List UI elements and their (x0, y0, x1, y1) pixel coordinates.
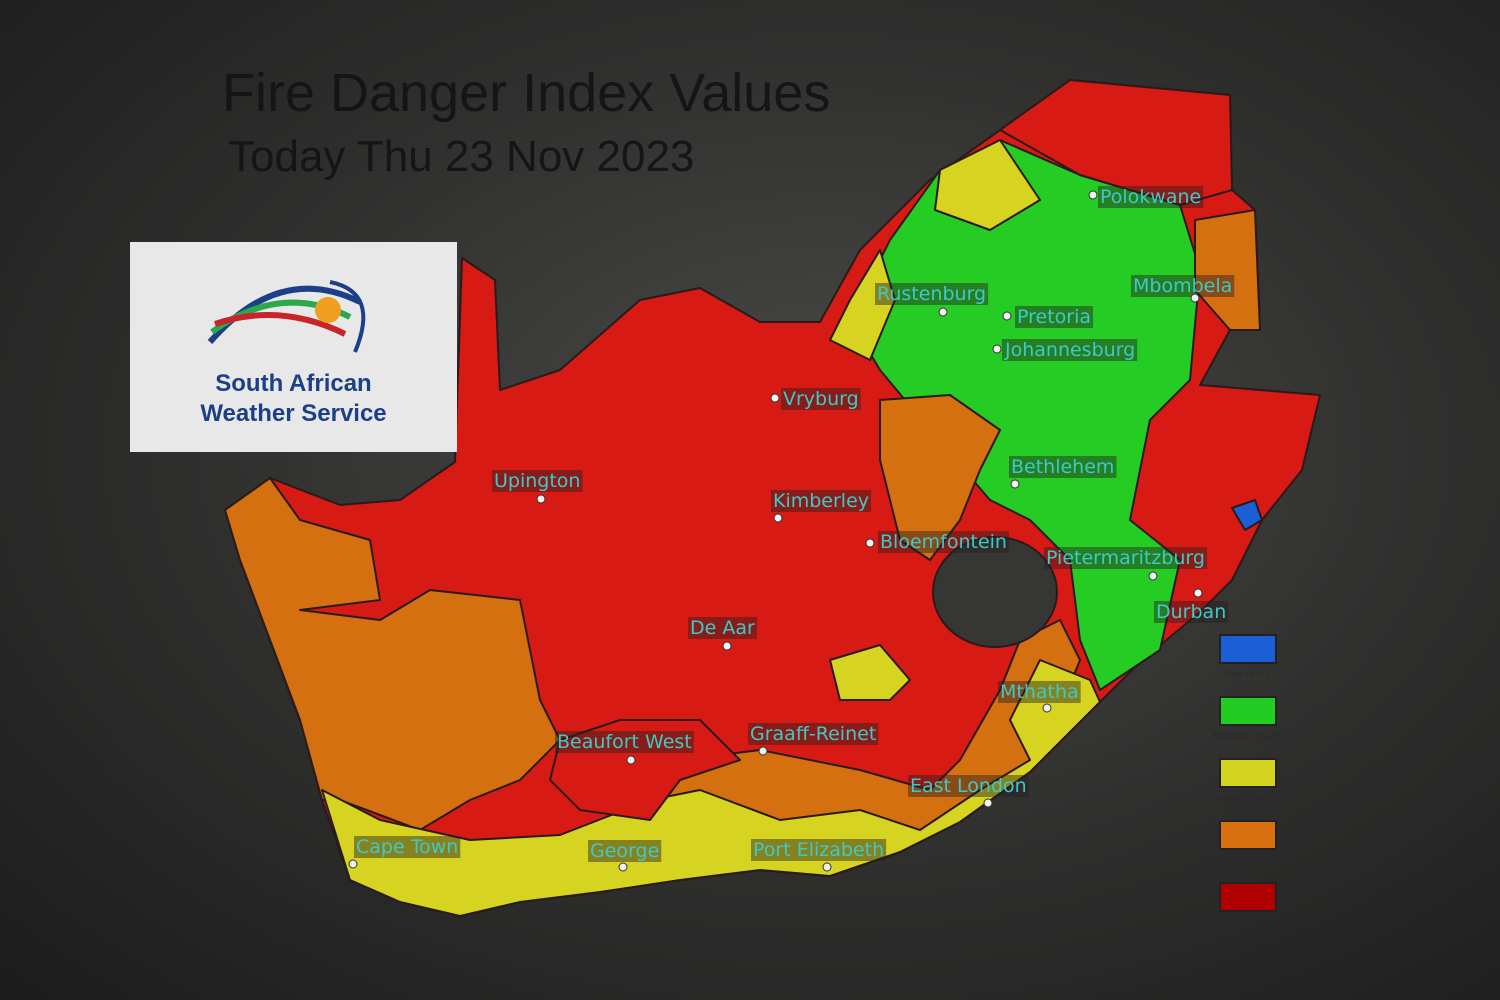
logo: South African Weather Service (130, 242, 457, 452)
legend: Safe (0-20) Moderate (21-45) Dangerous (46… (1186, 634, 1310, 927)
city-dot (348, 859, 358, 869)
city-dot (758, 746, 768, 756)
region-yellow-central (829, 644, 911, 701)
city-label-bg (875, 283, 989, 305)
city-dot (618, 862, 628, 872)
city-label-bg (354, 836, 461, 858)
city-dot (1010, 479, 1020, 489)
legend-label: Extremely Dangerous (76-100) (1186, 918, 1310, 927)
city-label-bg (781, 388, 861, 410)
legend-label: Very Dangerous (61-75) (1200, 856, 1296, 865)
city-label-bg (1009, 456, 1117, 478)
region-red-south (549, 719, 741, 821)
city-label-bg (492, 470, 583, 492)
lesotho (932, 536, 1058, 648)
city-label: Vryburg (783, 388, 859, 410)
region-orange-interior (879, 394, 1001, 561)
city-label: Pretoria (1017, 306, 1091, 328)
region-red-north (999, 79, 1233, 206)
legend-swatch (1219, 758, 1277, 788)
city-dot (865, 538, 875, 548)
legend-label: Dangerous (46-60) (1210, 794, 1285, 803)
city-label-bg (998, 681, 1081, 703)
legend-label: Safe (0-20) (1226, 670, 1271, 679)
title: Fire Danger Index Values (222, 63, 831, 123)
city-dot (822, 862, 832, 872)
city-label-bg (1044, 547, 1207, 569)
city-label-bg (1098, 186, 1204, 208)
city-label: Cape Town (356, 836, 458, 858)
city-label-bg (555, 731, 694, 753)
region-orange-west (224, 477, 561, 831)
city-dot (536, 494, 546, 504)
city-label: Rustenburg (877, 283, 986, 305)
city-dot (1088, 190, 1098, 200)
legend-swatch (1219, 820, 1277, 850)
city-dot (1148, 571, 1158, 581)
city-label: Mthatha (1000, 681, 1079, 703)
city-label-bg (688, 617, 757, 639)
logo-line: Weather Service (200, 400, 387, 427)
city-label: Pietermaritzburg (1046, 547, 1205, 569)
city-label: De Aar (690, 617, 755, 639)
city-label: Kimberley (773, 490, 869, 512)
city-label: George (590, 840, 659, 862)
city-label: Bethlehem (1011, 456, 1114, 478)
city-label: Bloemfontein (880, 531, 1007, 553)
city-label-bg (748, 723, 879, 745)
city-label-bg (771, 490, 872, 512)
city-label: Graaff-Reinet (750, 723, 876, 745)
logo-emblem (207, 280, 366, 353)
city-label-bg (908, 775, 1029, 797)
city-label: Upington (494, 470, 580, 492)
city-label: Port Elizabeth (753, 839, 884, 861)
city-label: Beaufort West (557, 731, 692, 753)
city-dot (938, 307, 948, 317)
legend-swatch (1219, 696, 1277, 726)
city-dot (1190, 293, 1200, 303)
city-label: Johannesburg (1004, 339, 1135, 361)
city-label: East London (910, 775, 1027, 797)
legend-swatch (1219, 882, 1277, 912)
city-label-bg (1154, 601, 1229, 623)
city-label-bg (878, 531, 1009, 553)
region-orange-east (1194, 209, 1261, 331)
subtitle: Today Thu 23 Nov 2023 (228, 132, 695, 181)
city-dot (1042, 703, 1052, 713)
legend-label: Moderate (21-45) (1213, 732, 1283, 741)
city-label: Durban (1156, 601, 1226, 623)
city-dot (1193, 588, 1203, 598)
city-label: Mbombela (1133, 275, 1232, 297)
city-dot (983, 798, 993, 808)
city-dot (626, 755, 636, 765)
region-blue-coast (1231, 499, 1263, 531)
city-dot (773, 513, 783, 523)
city-label: Polokwane (1100, 186, 1201, 208)
city-dot (770, 393, 780, 403)
region-yellow-northwest (829, 249, 896, 361)
city-dot (992, 344, 1002, 354)
city-label-bg (1002, 339, 1138, 361)
city-label-bg (588, 840, 662, 862)
city-label-bg (1015, 306, 1094, 328)
city-label-bg (751, 839, 887, 861)
city-labels: Polokwane Mbombela Rustenburg Pretoria Johan… (348, 186, 1235, 872)
region-yellow-north (934, 139, 1041, 231)
legend-swatch (1219, 634, 1277, 664)
city-label-bg (1131, 275, 1235, 297)
city-dot (722, 641, 732, 651)
logo-line: South African (215, 370, 372, 397)
city-dot (1002, 311, 1012, 321)
